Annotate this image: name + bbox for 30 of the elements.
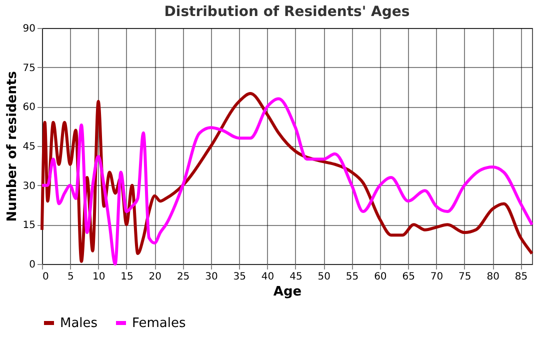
x-tick-label: 40	[261, 272, 274, 282]
x-axis-title: Age	[273, 284, 302, 300]
y-axis-title: Number of residents	[4, 70, 20, 222]
x-tick-label: 5	[67, 272, 74, 282]
legend-label: Females	[132, 316, 186, 331]
y-tick-label: 60	[22, 102, 36, 114]
x-tick-label: 20	[148, 272, 162, 282]
x-tick-label: 70	[430, 272, 444, 282]
x-tick-label: 10	[92, 272, 106, 282]
legend-label: Males	[60, 316, 98, 331]
x-tick-label: 15	[120, 272, 134, 282]
x-tick-label: 55	[346, 272, 359, 282]
x-tick-label: 85	[514, 272, 528, 282]
y-tick-label: 15	[22, 220, 36, 232]
x-tick-label: 30	[205, 272, 218, 282]
x-tick-label: 50	[318, 272, 330, 282]
y-tick-label: 0	[29, 260, 36, 270]
x-tick-label: 45	[290, 272, 302, 282]
y-tick-label: 45	[22, 142, 36, 152]
y-tick-label: 75	[22, 62, 36, 74]
y-tick-label: 30	[22, 180, 36, 192]
x-tick-label: 0	[42, 272, 49, 282]
x-tick-label: 35	[233, 272, 246, 282]
x-tick-label: 65	[402, 272, 415, 282]
x-tick-label: 80	[486, 272, 500, 282]
x-tick-label: 60	[374, 272, 387, 282]
x-tick-label: 25	[176, 272, 190, 282]
y-tick-label: 90	[22, 24, 36, 34]
x-tick-label: 75	[458, 272, 472, 282]
chart-title: Distribution of Residents' Ages	[164, 4, 410, 20]
